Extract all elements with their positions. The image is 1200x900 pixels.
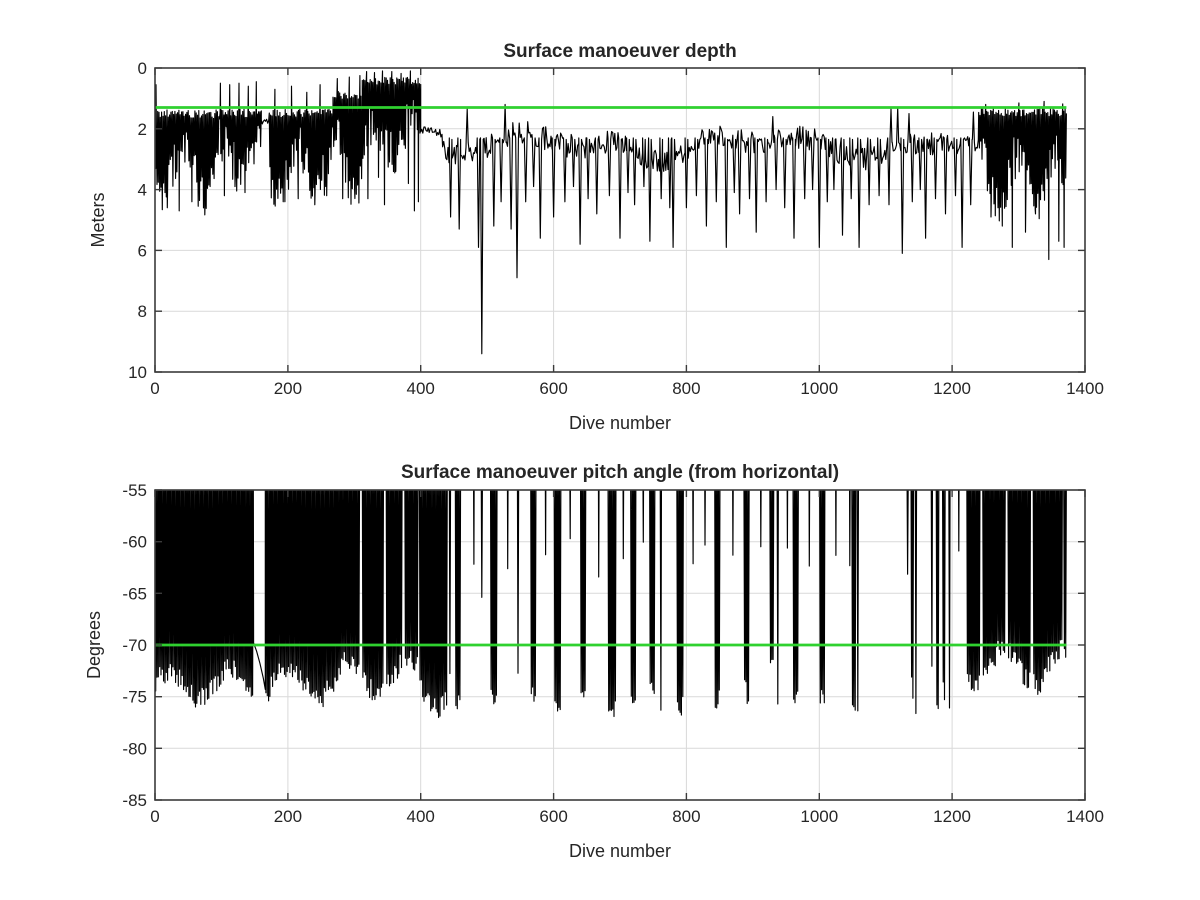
y-tick-label: -80 [122, 739, 147, 758]
y-tick-label: -55 [122, 481, 147, 500]
y-tick-label: -60 [122, 533, 147, 552]
y-tick-label: 10 [128, 363, 147, 382]
y-tick-label: 0 [138, 59, 147, 78]
tick-label-layer: 0 200 400 600 800 1000 1200 1400 -85 -80 -75 -70 -65… [122, 481, 1103, 826]
x-tick-label: 1200 [933, 379, 971, 398]
tick-layer [154, 67, 1086, 373]
x-tick-label: 1200 [933, 807, 971, 826]
x-tick-label: 0 [150, 807, 159, 826]
y-tick-label: -85 [122, 791, 147, 810]
pitch-subplot: 0 200 400 600 800 1000 1200 1400 -85 -80 -75 -70 -65… [84, 462, 1104, 861]
depth-subplot: 0 200 400 600 800 1000 1200 1400 0 2 4 6 8 10 Surface… [88, 41, 1104, 433]
x-tick-label: 1400 [1066, 379, 1104, 398]
plot1-title: Surface manoeuver depth [503, 41, 736, 62]
plot2-xlabel: Dive number [569, 841, 671, 861]
x-tick-label: 800 [672, 379, 700, 398]
x-tick-label: 400 [407, 379, 435, 398]
y-tick-label: -75 [122, 688, 147, 707]
x-tick-label: 1400 [1066, 807, 1104, 826]
x-tick-label: 600 [539, 807, 567, 826]
y-tick-label: 2 [138, 120, 147, 139]
plot2-ylabel: Degrees [84, 611, 104, 679]
plot1-xlabel: Dive number [569, 413, 671, 433]
x-tick-label: 1000 [800, 807, 838, 826]
y-tick-label: -70 [122, 636, 147, 655]
x-tick-label: 200 [274, 379, 302, 398]
x-tick-label: 600 [539, 379, 567, 398]
x-tick-label: 1000 [800, 379, 838, 398]
y-tick-label: 8 [138, 302, 147, 321]
x-tick-label: 0 [150, 379, 159, 398]
plot1-ylabel: Meters [88, 192, 108, 247]
x-tick-label: 200 [274, 807, 302, 826]
tick-layer [154, 489, 1086, 801]
x-tick-label: 800 [672, 807, 700, 826]
plot2-title: Surface manoeuver pitch angle (from hori… [401, 462, 839, 483]
depth-series-line [155, 70, 1067, 355]
x-tick-label: 400 [407, 807, 435, 826]
y-tick-label: -65 [122, 584, 147, 603]
axes-box [154, 67, 1086, 373]
y-tick-label: 6 [138, 241, 147, 260]
y-tick-label: 4 [138, 181, 147, 200]
tick-label-layer: 0 200 400 600 800 1000 1200 1400 0 2 4 6 8 10 [128, 59, 1104, 398]
